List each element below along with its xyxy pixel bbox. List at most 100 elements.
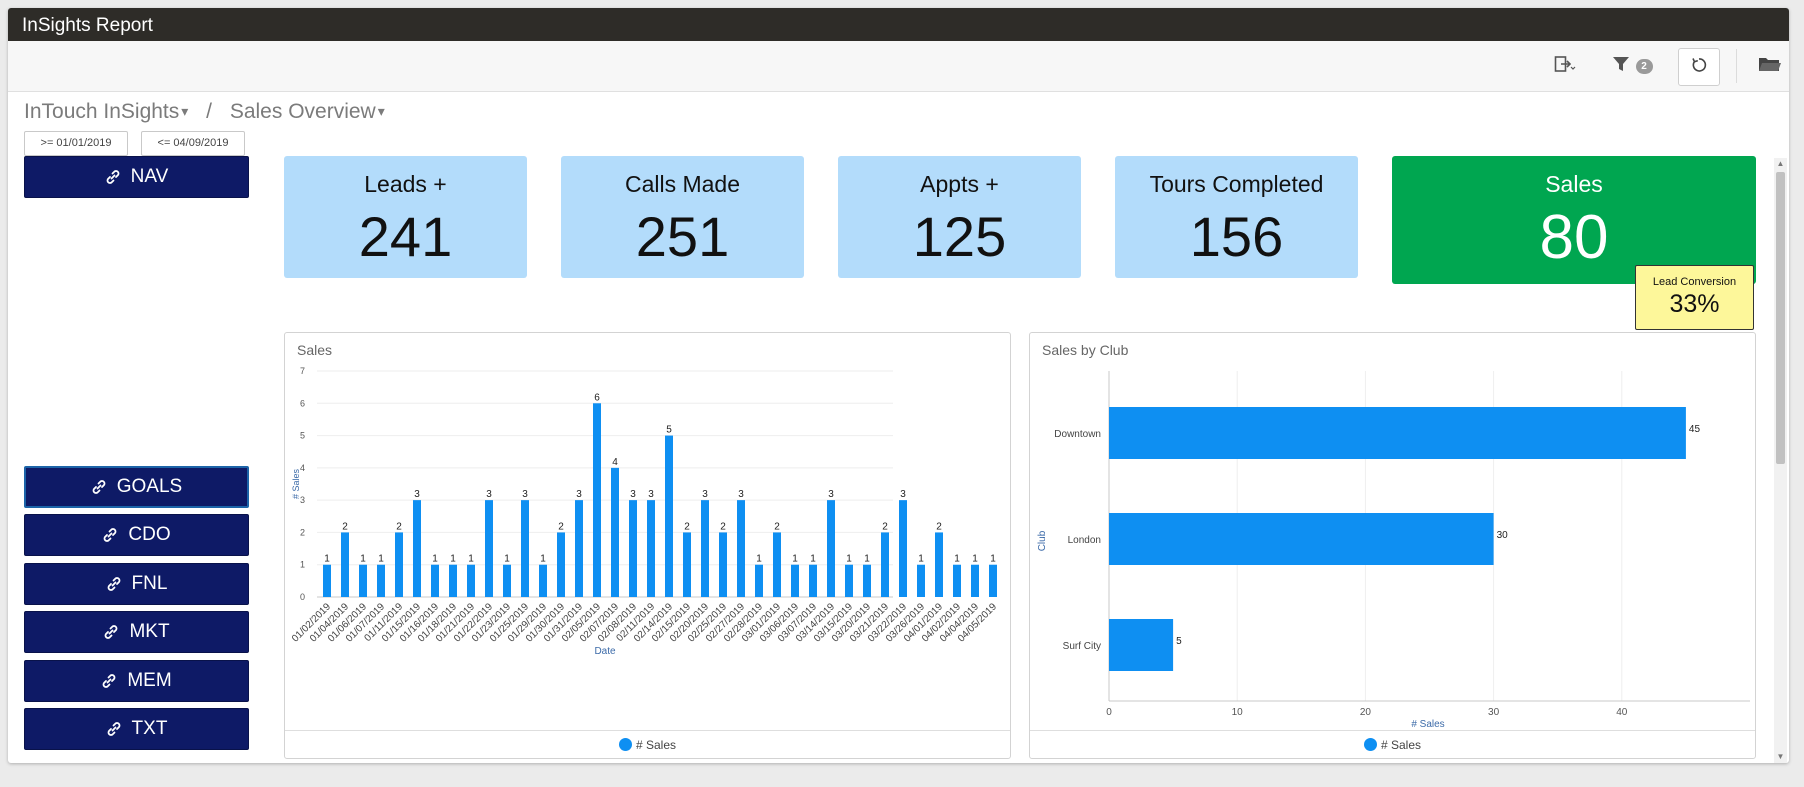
sales-by-club-panel: Sales by Club 0 10 20 30 40 # Sales Club 45 Down… [1029,332,1756,759]
breadcrumb-app[interactable]: InTouch InSights ▾ [24,100,189,123]
export-button[interactable] [1545,51,1585,81]
breadcrumb-report[interactable]: Sales Overview ▾ [229,100,385,123]
kpi-value: 125 [912,205,1007,268]
bar [503,564,511,597]
bar [485,500,493,597]
chart-legend[interactable]: # Sales [1030,730,1755,758]
bar [953,564,961,597]
x-tick-label: 10 [1232,707,1244,718]
kpi-value: 251 [635,205,730,268]
page-scrollbar[interactable]: ▲ ▼ [1774,158,1787,763]
date-from-filter[interactable]: >= 01/01/2019 [24,131,128,156]
y-tick-label: 4 [300,463,305,473]
bar [467,564,475,597]
export-icon [1554,55,1576,78]
y-axis-label: Club [1037,530,1048,551]
data-label: 1 [954,554,960,565]
folder-icon [1758,55,1782,78]
data-label: 2 [558,521,564,532]
bar [1109,619,1174,671]
bar [323,564,331,597]
legend-label: # Sales [1380,737,1422,752]
bar [989,564,997,597]
bar [521,500,529,597]
y-tick-label: 0 [300,592,305,602]
goals-button-label: GOALS [116,476,183,497]
y-tick-label: Surf City [1063,641,1101,652]
bar [899,500,907,597]
link-icon [102,674,116,688]
data-label: 3 [702,489,708,500]
bar [359,564,367,597]
data-label: 3 [648,489,654,500]
mem-button[interactable]: MEM [24,660,249,702]
mem-button-label: MEM [127,670,172,691]
bar [539,564,547,597]
bar [629,500,637,597]
data-label: 3 [486,489,492,500]
refresh-icon [1690,56,1708,79]
bar [737,500,745,597]
date-to-filter[interactable]: <= 04/09/2019 [141,131,245,156]
data-label: 1 [972,554,978,565]
cdo-button-label: CDO [128,524,171,545]
data-label: 2 [342,521,348,532]
kpi-label: Tours Completed [1149,171,1324,197]
kpi-label: Appts + [920,171,999,197]
toolbar-divider [1736,49,1737,83]
refresh-button[interactable] [1678,48,1720,86]
data-label: 1 [918,554,924,565]
bar [971,564,979,597]
filter-icon [1612,56,1630,77]
txt-button[interactable]: TXT [24,708,249,750]
goals-button[interactable]: GOALS [24,466,249,508]
data-label: 1 [846,554,852,565]
kpi-appts: Appts + 125 [838,156,1081,278]
filter-button[interactable]: 2 [1602,51,1662,81]
data-label: 2 [684,521,690,532]
toolbar: 2 [8,41,1789,92]
link-icon [92,480,106,494]
chart-legend[interactable]: # Sales [285,730,1010,758]
nav-button[interactable]: NAV [24,156,249,198]
bar [791,564,799,597]
bar [431,564,439,597]
bar [935,532,943,597]
bar [701,500,709,597]
data-label: 1 [324,554,330,565]
folder-button[interactable] [1752,51,1788,81]
window-title: InSights Report [8,8,1789,41]
cdo-button[interactable]: CDO [24,514,249,556]
bar [1109,407,1686,459]
mkt-button-label: MKT [129,621,170,642]
legend-dot-icon [1363,738,1377,751]
sales-chart-panel: Sales 0 1 2 3 4 5 6 7 # Sales Date 1 01/02/2019 2 01/… [284,332,1011,759]
bar [449,564,457,597]
mkt-button[interactable]: MKT [24,611,249,653]
data-label: 1 [378,554,384,565]
scrollbar-thumb[interactable] [1776,172,1785,464]
data-label: 1 [432,554,438,565]
lead-conversion-label: Lead Conversion [1652,276,1737,288]
bar [377,564,385,597]
data-label: 45 [1689,424,1701,435]
y-tick-label: 6 [300,398,305,408]
fnl-button[interactable]: FNL [24,563,249,605]
link-icon [107,577,120,591]
sales-by-club-chart: 0 10 20 30 40 # Sales Club 45 Downtown 30 London 5 S… [1037,371,1750,730]
scroll-up-icon[interactable]: ▲ [1776,159,1785,168]
link-icon [106,170,120,184]
data-label: 2 [720,521,726,532]
scroll-down-icon[interactable]: ▼ [1776,752,1785,761]
kpi-value: 80 [1539,203,1609,272]
y-tick-label: 1 [300,560,305,570]
kpi-leads: Leads + 241 [284,156,527,278]
data-label: 1 [540,554,546,565]
data-label: 2 [936,521,942,532]
legend-label: # Sales [635,737,677,752]
x-tick-label: 0 [1106,707,1112,718]
y-axis-label: # Sales [291,468,301,499]
chart-title: Sales [297,342,333,358]
link-icon [107,722,120,736]
